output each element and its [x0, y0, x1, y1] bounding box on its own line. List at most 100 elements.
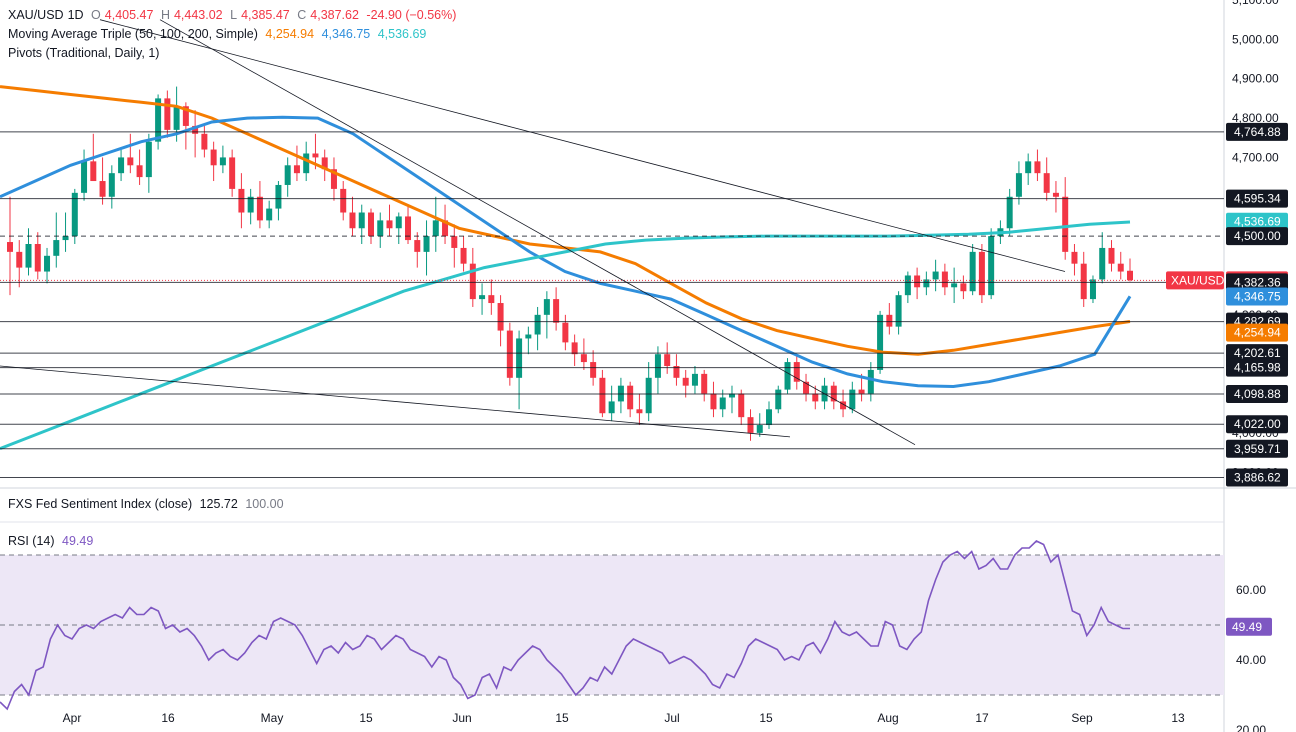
candle-body	[1071, 251, 1078, 264]
candle-body	[951, 283, 958, 288]
candle-body	[1080, 263, 1087, 300]
x-tick-label: Sep	[1071, 711, 1093, 725]
candle-body	[7, 242, 13, 252]
price-level-badge	[1226, 122, 1288, 141]
price-level-badge	[1226, 384, 1288, 403]
candle-body	[895, 295, 902, 327]
rsi-current-label: 49.49	[1232, 620, 1262, 634]
ma200-line	[0, 220, 1131, 450]
candle-body	[691, 373, 698, 386]
price-badge-ma50	[1226, 323, 1288, 342]
pivots-legend: Pivots (Traditional, Daily, 1)	[8, 46, 163, 60]
candle-body	[488, 295, 495, 304]
candle-body	[599, 377, 606, 414]
price-level-badge	[1226, 468, 1288, 487]
candle-body	[321, 157, 328, 170]
candle-body	[1015, 173, 1022, 197]
price-label-ma50: 4,254.94	[1234, 326, 1281, 340]
candle-body	[590, 362, 597, 378]
sentiment-legend: FXS Fed Sentiment Index (close) 125.72 1…	[8, 497, 288, 511]
candle-body	[812, 393, 819, 402]
candle-body	[793, 362, 800, 382]
candle-body	[1099, 247, 1106, 280]
candle-body	[256, 196, 263, 221]
candle-body	[747, 417, 754, 433]
rsi-line	[0, 540, 1130, 711]
candle-body	[293, 165, 300, 174]
candle-body	[636, 409, 643, 414]
price-tick-label: 4,900.00	[1232, 72, 1279, 86]
candle-body	[562, 322, 569, 343]
candle-body	[701, 373, 708, 394]
candle-body	[229, 157, 236, 189]
ma200-value: 4,536.69	[377, 27, 427, 41]
candle-body	[756, 425, 763, 433]
rsi-tick-label: 60.00	[1236, 583, 1266, 597]
legend-timeframe: 1D	[67, 8, 84, 22]
candle-body	[608, 401, 615, 414]
candle-body	[645, 377, 652, 414]
candle-body	[719, 397, 726, 410]
price-level-badge	[1226, 358, 1288, 377]
legend-open: 4,405.47	[104, 8, 154, 22]
candle-body	[1025, 161, 1032, 174]
candle-body	[127, 157, 134, 166]
candle-body	[534, 314, 541, 335]
candle-body	[497, 303, 504, 331]
ma100-line	[0, 115, 1132, 389]
legend-high-label: H	[160, 8, 170, 22]
candle-body	[414, 240, 421, 252]
candle-body	[405, 216, 412, 241]
candle-body	[155, 98, 162, 142]
price-level-label: 4,595.34	[1234, 192, 1281, 206]
trendline	[0, 365, 791, 438]
candle-body	[941, 271, 948, 288]
x-tick-label: 16	[161, 711, 175, 725]
price-legend: XAU/USD 1D O 4,405.47 H 4,443.02 L 4,385.47 …	[8, 8, 460, 22]
legend-open-label: O	[91, 8, 101, 22]
price-tick-label: 4,700.00	[1232, 150, 1279, 164]
candle-body	[44, 255, 51, 272]
candle-body	[201, 133, 208, 150]
candle-body	[553, 299, 560, 323]
candle-body	[284, 165, 291, 185]
candle-body	[849, 389, 856, 410]
candle-body	[118, 157, 125, 174]
price-tick-label: 5,100.00	[1232, 0, 1279, 7]
candle-body	[312, 153, 319, 158]
trendline	[159, 19, 916, 446]
symbol-badge	[1166, 271, 1224, 290]
legend-close: 4,387.62	[310, 8, 359, 22]
legend-symbol: XAU/USD	[8, 8, 64, 22]
candle-body	[349, 212, 356, 229]
candle-body	[330, 169, 337, 189]
rsi-tick-label: 20.00	[1236, 723, 1266, 732]
price-level-label: 3,959.71	[1234, 442, 1281, 456]
ma-legend-label: Moving Average Triple (50, 100, 200, Sim…	[8, 27, 258, 41]
candle-body	[219, 157, 226, 166]
candle-body	[99, 181, 106, 197]
rsi-label: RSI (14)	[8, 534, 55, 548]
price-level-label: 4,382.36	[1234, 275, 1281, 289]
candle-body	[247, 196, 254, 213]
price-badge-ma100	[1226, 287, 1288, 306]
candle-body	[738, 393, 745, 418]
candle-body	[803, 381, 810, 394]
x-tick-label: 17	[975, 711, 989, 725]
price-tick-label: 4,800.00	[1232, 111, 1279, 125]
candle-body	[1089, 279, 1096, 300]
price-level-badge	[1226, 273, 1288, 292]
pivots-legend-label: Pivots (Traditional, Daily, 1)	[8, 46, 160, 60]
x-tick-label: 15	[555, 711, 569, 725]
x-tick-label: Apr	[63, 711, 82, 725]
price-label-ma100: 4,346.75	[1234, 289, 1281, 303]
candle-body	[53, 240, 60, 256]
candle-body	[469, 263, 476, 300]
candle-body	[1043, 173, 1050, 193]
candle-body	[914, 275, 921, 288]
candle-body	[580, 354, 587, 363]
candle-body	[358, 212, 365, 229]
x-tick-label: Jun	[452, 711, 471, 725]
candle-body	[932, 271, 939, 280]
